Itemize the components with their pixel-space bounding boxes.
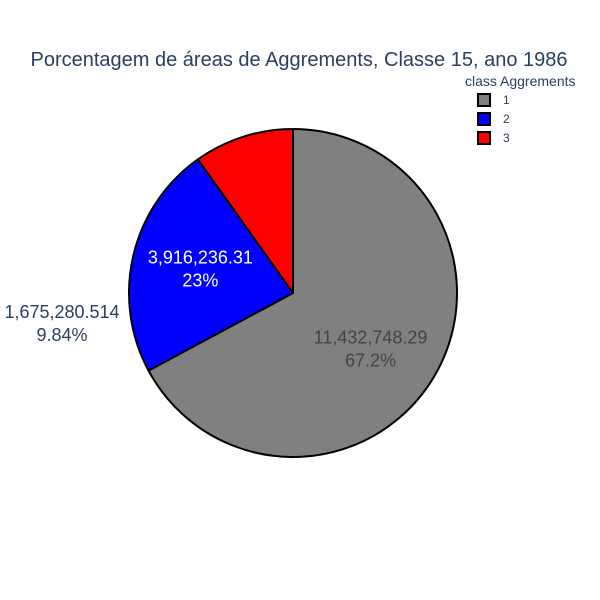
pie-slice-3	[196, 128, 294, 294]
legend-label-3: 3	[503, 131, 510, 145]
legend-item-1[interactable]: 1	[477, 93, 510, 107]
legend: class Aggrements 1 2 3	[465, 73, 576, 145]
legend-items: 1 2 3	[477, 93, 510, 145]
legend-item-2[interactable]: 2	[477, 112, 510, 126]
legend-label-2: 2	[503, 112, 510, 126]
pie-slice-2	[128, 158, 294, 372]
slice-value-label-2: 3,916,236.31	[148, 247, 253, 267]
slice-value-label-1: 11,432,748.29	[314, 327, 428, 347]
chart-title: Porcentagem de áreas de Aggrements, Clas…	[30, 49, 567, 71]
slice-value-label-3: 1,675,280.514	[4, 302, 119, 322]
legend-title: class Aggrements	[465, 73, 576, 89]
legend-item-3[interactable]: 3	[477, 131, 510, 145]
slice-percent-label-2: 23%	[182, 270, 218, 290]
pie-slices	[128, 128, 458, 458]
slice-percent-label-1: 67.2%	[345, 350, 396, 370]
legend-label-1: 1	[503, 93, 510, 107]
slice-percent-label-3: 9.84%	[36, 325, 87, 345]
pie-slice-1	[147, 128, 458, 458]
legend-swatch-2	[477, 112, 491, 126]
legend-swatch-1	[477, 93, 491, 107]
legend-swatch-3	[477, 131, 491, 145]
pie-slice-labels: 11,432,748.29 67.2% 3,916,236.31 23% 1,675,2…	[4, 247, 427, 370]
